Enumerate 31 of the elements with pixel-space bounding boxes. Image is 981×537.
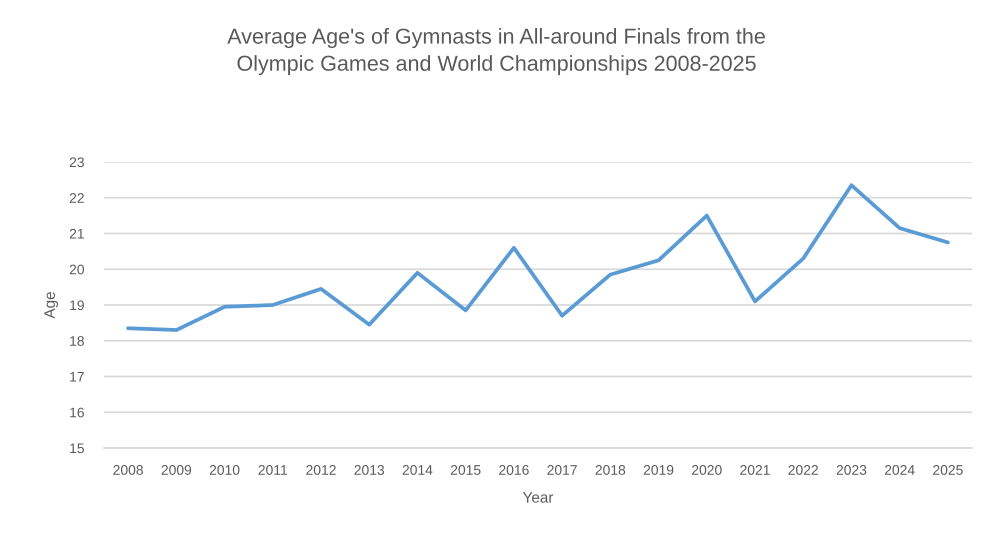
y-tick-label: 22 bbox=[70, 193, 84, 203]
y-tick-label: 17 bbox=[70, 372, 84, 382]
x-tick-label: 2018 bbox=[596, 465, 626, 475]
y-tick-label: 20 bbox=[70, 264, 84, 274]
y-tick-label: 23 bbox=[70, 157, 84, 168]
y-tick-label: 16 bbox=[70, 408, 84, 418]
x-tick-label: 2023 bbox=[836, 465, 866, 475]
x-tick-label: 2017 bbox=[547, 465, 577, 475]
chart-title: Average Age's of Gymnasts in All-around Finals from the Olympic Games and World Championships 2008-2025 bbox=[227, 28, 765, 76]
y-tick-label: 21 bbox=[70, 228, 84, 239]
x-axis-title: Year bbox=[522, 492, 554, 503]
x-tick-label: 2011 bbox=[258, 465, 288, 475]
x-tick-label: 2021 bbox=[740, 465, 770, 475]
x-tick-label: 2009 bbox=[162, 465, 192, 475]
y-tick-label: 19 bbox=[70, 300, 84, 310]
line-series bbox=[126, 183, 950, 332]
y-axis-title: Age bbox=[44, 292, 58, 319]
x-tick-label: 2013 bbox=[354, 465, 384, 475]
y-tick-label: 15 bbox=[70, 443, 84, 454]
x-tick-label: 2016 bbox=[499, 465, 529, 475]
x-tick-label: 2015 bbox=[450, 465, 481, 475]
x-tick-label: 2008 bbox=[113, 465, 143, 475]
x-tick-label: 2022 bbox=[788, 465, 818, 475]
x-tick-label: 2020 bbox=[692, 465, 722, 475]
x-tick-label: 2014 bbox=[402, 465, 432, 475]
x-tick-label: 2012 bbox=[306, 465, 336, 475]
x-tick-label: 2019 bbox=[644, 465, 674, 475]
x-tick-label: 2010 bbox=[210, 465, 240, 475]
x-tick-label: 2025 bbox=[933, 465, 963, 475]
x-tick-label: 2024 bbox=[884, 465, 915, 475]
y-tick-label: 18 bbox=[70, 336, 84, 346]
